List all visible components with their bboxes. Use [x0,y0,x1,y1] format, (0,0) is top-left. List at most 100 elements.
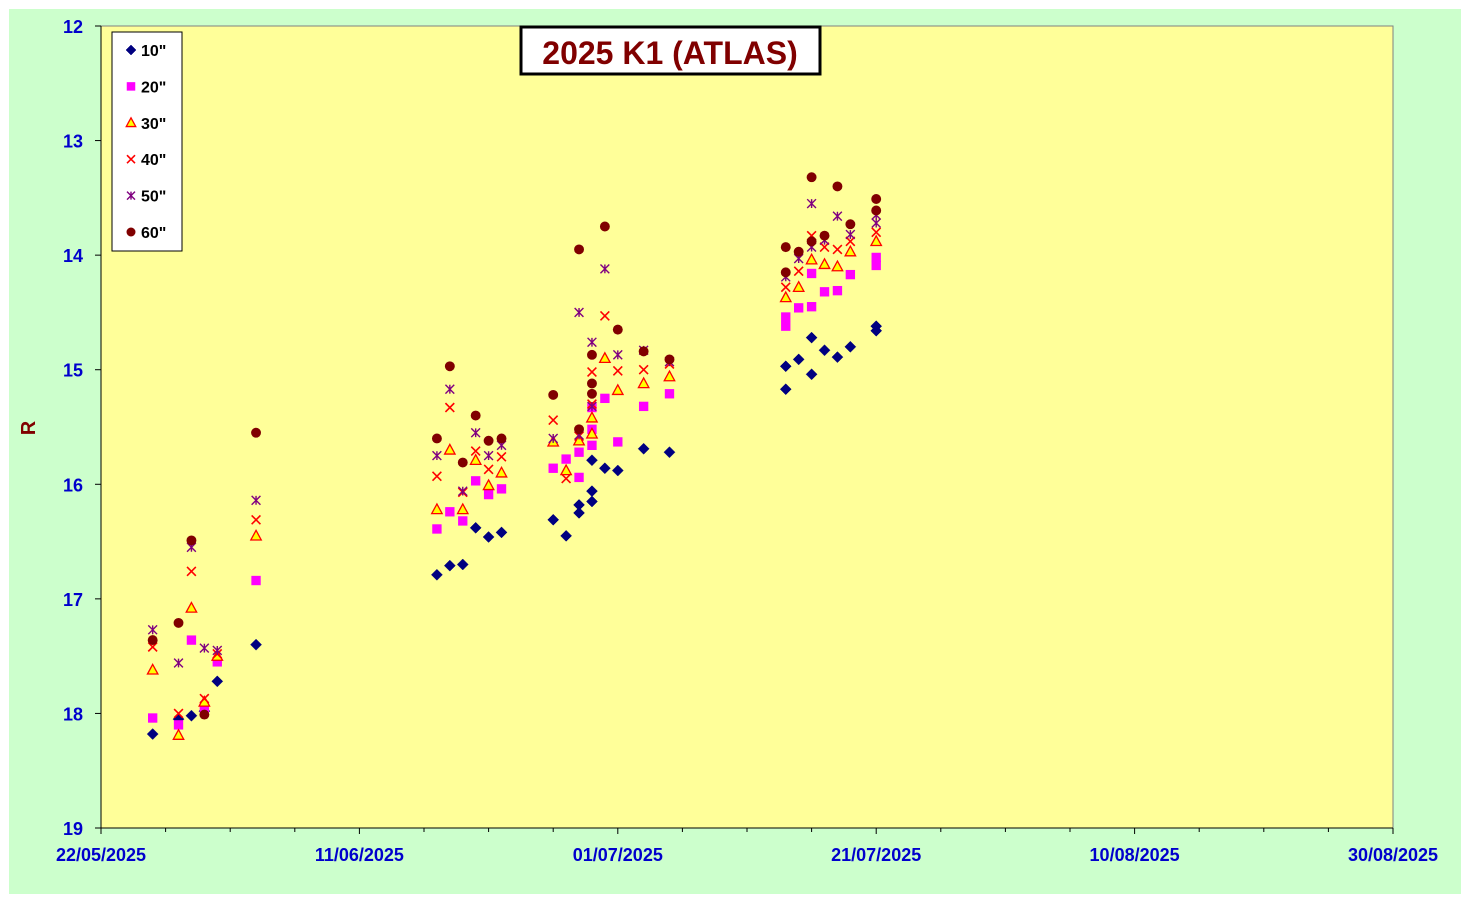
data-point [638,364,649,375]
data-point [561,473,572,484]
data-point [185,601,198,613]
series-1 [148,252,881,730]
data-point [251,427,261,438]
chart-title: 2025 K1 (ATLAS) [542,35,797,71]
data-point [211,675,224,688]
data-point [831,351,844,363]
data-point [611,383,625,396]
data-point [587,337,597,348]
data-point [871,194,882,204]
data-point [172,728,185,740]
data-point [792,353,805,366]
data-point [792,280,805,292]
data-point [482,531,495,543]
data-point [444,384,455,395]
y-tick-label: 17 [63,590,83,610]
data-point [470,410,481,421]
data-point [612,365,623,376]
data-point [599,310,610,321]
data-point [637,376,650,389]
data-point [548,433,559,444]
data-point [146,728,159,740]
data-point [587,401,597,412]
data-point [832,211,843,222]
data-point [443,559,456,572]
data-point [805,368,818,381]
data-point [819,287,830,297]
data-point [779,360,792,373]
data-point [612,324,623,335]
data-point [831,259,844,272]
data-point [496,433,507,444]
data-point [431,568,443,581]
data-point [832,244,843,255]
x-tick-label: 22/05/2025 [56,845,146,865]
data-point [186,635,197,645]
data-point [559,463,573,476]
data-point [832,285,843,296]
data-point [430,502,444,515]
data-point [612,349,623,360]
y-tick-label: 13 [63,132,83,152]
data-point [585,410,599,423]
data-point [548,463,558,473]
data-point [613,437,623,447]
data-point [173,720,184,730]
data-point [496,484,507,494]
data-point [637,442,650,455]
data-point [574,424,584,435]
data-point [483,435,494,446]
data-point [173,658,184,668]
data-point [251,495,261,506]
data-point [599,263,610,274]
legend-marker [125,116,137,128]
data-point [560,529,572,542]
data-point [587,440,597,451]
data-point [871,218,882,228]
data-point [806,268,817,279]
legend-label: 20" [141,79,166,96]
data-point [495,526,508,539]
data-point [779,383,792,396]
data-point [443,443,457,455]
y-tick-label: 16 [63,475,83,495]
y-tick-label: 19 [63,819,83,839]
data-point [587,349,597,360]
data-point [599,221,610,232]
legend-marker [126,227,136,237]
data-point [845,269,856,280]
data-point [444,361,455,372]
legend-label: 60" [141,225,166,242]
data-point [871,227,882,238]
data-point [147,624,158,635]
data-point [458,516,468,526]
data-point [663,369,676,382]
data-point [471,476,481,486]
data-point [431,471,442,482]
legend-marker [126,154,136,164]
x-tick-label: 10/08/2025 [1090,845,1180,865]
legend-marker [126,82,136,91]
data-point [819,242,830,253]
data-point [173,708,184,719]
y-tick-label: 12 [63,17,83,37]
data-point [199,643,210,654]
data-point [806,172,817,183]
data-point [445,507,455,517]
data-point [819,230,830,241]
data-point [483,450,494,461]
data-point [806,198,817,209]
data-point [586,495,598,508]
data-point [457,486,468,497]
data-point [780,282,791,293]
legend-label: 10" [141,43,166,60]
data-point [457,457,468,468]
data-point [664,389,675,399]
data-point [561,454,571,464]
data-point [871,252,881,263]
data-point [806,302,817,312]
y-tick-label: 15 [63,361,83,381]
data-point [483,464,494,475]
data-point [431,433,442,444]
